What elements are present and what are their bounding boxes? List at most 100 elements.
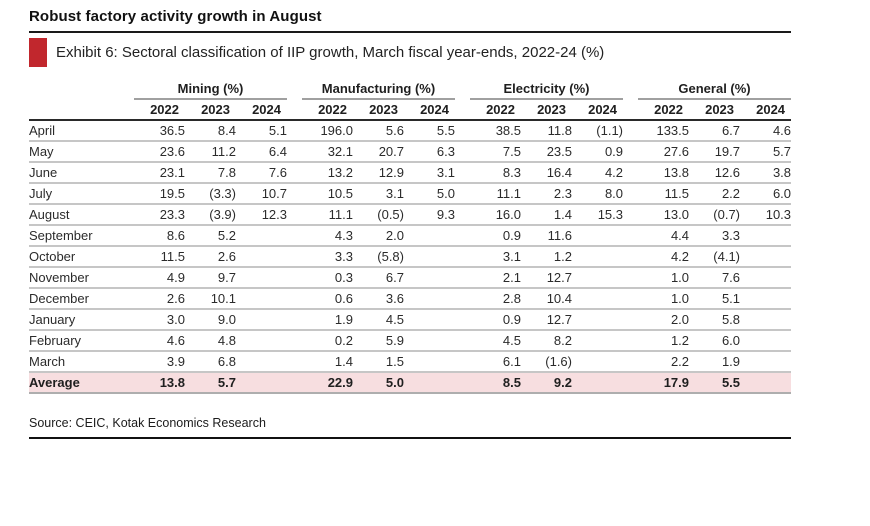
value-cell: 2.6 — [185, 246, 236, 268]
value-cell: 11.6 — [521, 225, 572, 247]
value-cell: 1.2 — [521, 246, 572, 268]
value-cell: 5.9 — [353, 330, 404, 352]
value-cell: 0.6 — [302, 288, 353, 310]
exhibit-marker-icon — [29, 38, 47, 67]
value-cell — [572, 246, 624, 268]
value-cell — [572, 225, 624, 247]
spacer-cell — [455, 246, 470, 268]
value-cell — [572, 330, 624, 352]
spacer-cell — [287, 246, 302, 268]
spacer-cell — [287, 372, 302, 394]
value-cell — [404, 330, 455, 352]
year-header: 2022 — [470, 99, 521, 121]
spacer-cell — [623, 141, 639, 163]
spacer-cell — [623, 79, 638, 99]
value-cell: 2.0 — [638, 309, 690, 331]
year-header: 2022 — [638, 99, 690, 121]
value-cell: 10.1 — [185, 288, 236, 310]
value-cell — [572, 372, 624, 394]
value-cell: 23.1 — [134, 162, 185, 184]
value-cell: 9.0 — [185, 309, 236, 331]
table-row: February 4.6 4.8 0.2 5.9 4.5 8.2 1.2 6.0 — [29, 330, 792, 352]
value-cell: 3.1 — [470, 246, 521, 268]
row-label: December — [29, 288, 134, 310]
value-cell — [740, 330, 792, 352]
value-cell: 8.2 — [521, 330, 572, 352]
value-cell: 2.2 — [638, 351, 690, 373]
value-cell: (3.9) — [185, 204, 236, 226]
value-cell — [404, 351, 455, 373]
table-row: August 23.3 (3.9) 12.3 11.1 (0.5) 9.3 16.0 1.4 15… — [29, 204, 792, 226]
value-cell: 4.3 — [302, 225, 353, 247]
value-cell: 5.5 — [689, 372, 741, 394]
value-cell: 4.9 — [134, 267, 185, 289]
page-title: Robust factory activity growth in August — [29, 8, 791, 33]
spacer-cell — [287, 309, 302, 331]
value-cell: (1.1) — [572, 120, 624, 142]
value-cell: 12.6 — [689, 162, 741, 184]
blank-cell — [29, 99, 134, 121]
spacer-cell — [455, 120, 470, 142]
table-row: July 19.5 (3.3) 10.7 10.5 3.1 5.0 11.1 2.3 8.0 11.… — [29, 183, 792, 205]
row-label: February — [29, 330, 134, 352]
group-header-mining: Mining (%) — [134, 79, 287, 100]
value-cell: 10.7 — [236, 183, 287, 205]
value-cell: 196.0 — [302, 120, 353, 142]
spacer-cell — [623, 309, 639, 331]
value-cell: 9.3 — [404, 204, 455, 226]
value-cell — [740, 246, 792, 268]
value-cell: 7.5 — [470, 141, 521, 163]
value-cell: 3.0 — [134, 309, 185, 331]
spacer-cell — [623, 225, 639, 247]
value-cell: 2.8 — [470, 288, 521, 310]
year-header-row: 2022 2023 2024 2022 2023 2024 2022 2023 … — [29, 99, 792, 121]
value-cell: 1.9 — [302, 309, 353, 331]
value-cell — [572, 309, 624, 331]
value-cell: 6.0 — [740, 183, 792, 205]
value-cell: 13.8 — [638, 162, 690, 184]
value-cell: (3.3) — [185, 183, 236, 205]
spacer-cell — [623, 288, 639, 310]
value-cell — [236, 351, 287, 373]
value-cell: (0.7) — [689, 204, 741, 226]
year-header: 2024 — [572, 99, 624, 121]
average-row: Average 13.8 5.7 22.9 5.0 8.5 9.2 17.9 5.5 — [29, 372, 792, 394]
value-cell: 5.1 — [236, 120, 287, 142]
value-cell: 3.3 — [689, 225, 741, 247]
spacer-cell — [287, 330, 302, 352]
value-cell: 1.0 — [638, 267, 690, 289]
value-cell: 4.5 — [353, 309, 404, 331]
spacer-cell — [455, 183, 470, 205]
value-cell: 5.5 — [404, 120, 455, 142]
year-header: 2023 — [521, 99, 572, 121]
value-cell: 1.4 — [302, 351, 353, 373]
value-cell: 20.7 — [353, 141, 404, 163]
row-label: January — [29, 309, 134, 331]
value-cell: (1.6) — [521, 351, 572, 373]
table-row: September 8.6 5.2 4.3 2.0 0.9 11.6 4.4 3.3 — [29, 225, 792, 247]
value-cell: 4.2 — [572, 162, 624, 184]
row-label: March — [29, 351, 134, 373]
year-header: 2024 — [236, 99, 287, 121]
spacer-cell — [623, 204, 639, 226]
value-cell: 6.4 — [236, 141, 287, 163]
value-cell: 6.1 — [470, 351, 521, 373]
value-cell: 17.9 — [638, 372, 690, 394]
value-cell: 1.0 — [638, 288, 690, 310]
value-cell: 11.1 — [302, 204, 353, 226]
group-header-manufacturing: Manufacturing (%) — [302, 79, 455, 100]
value-cell: 8.6 — [134, 225, 185, 247]
value-cell — [236, 246, 287, 268]
value-cell: 0.2 — [302, 330, 353, 352]
spacer-cell — [623, 183, 639, 205]
spacer-cell — [287, 288, 302, 310]
value-cell: 4.2 — [638, 246, 690, 268]
value-cell: 12.7 — [521, 267, 572, 289]
spacer-cell — [287, 351, 302, 373]
value-cell: 133.5 — [638, 120, 690, 142]
value-cell: 4.8 — [185, 330, 236, 352]
value-cell: 12.9 — [353, 162, 404, 184]
spacer-cell — [455, 267, 470, 289]
value-cell: 11.8 — [521, 120, 572, 142]
value-cell: 23.6 — [134, 141, 185, 163]
